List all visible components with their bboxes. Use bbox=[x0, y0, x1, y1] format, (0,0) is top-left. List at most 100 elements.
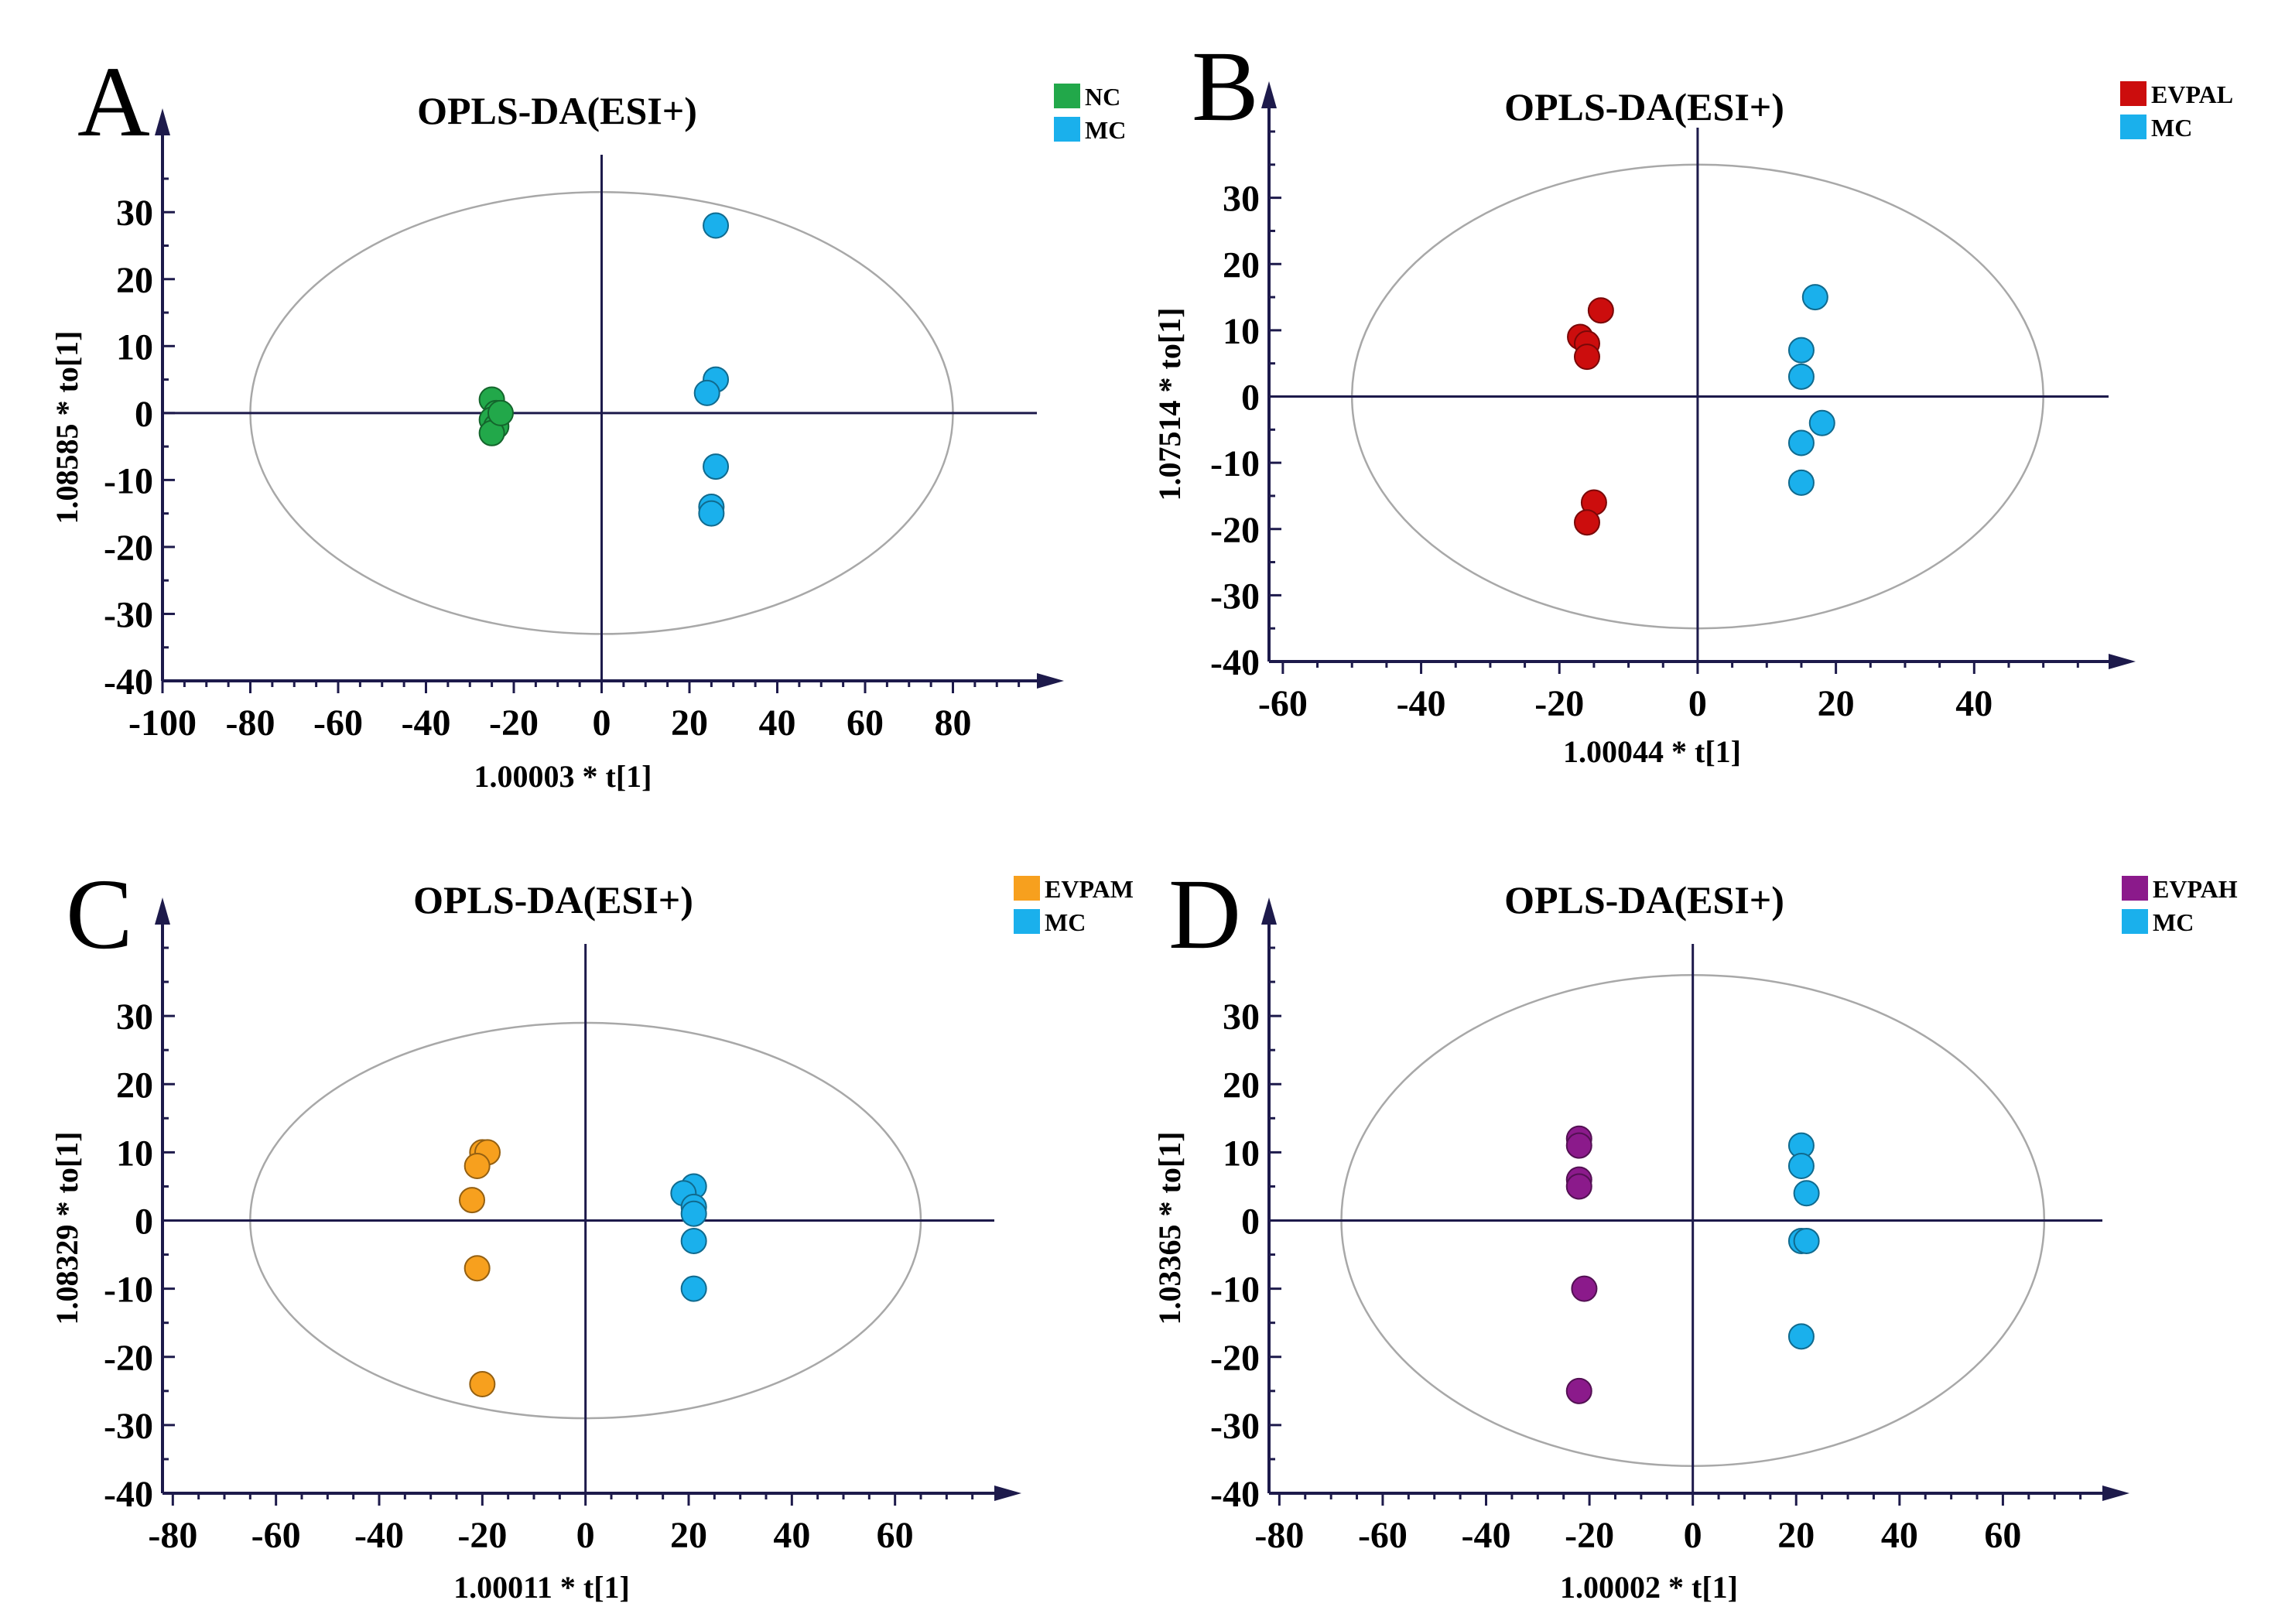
data-point-evpah bbox=[1571, 1275, 1598, 1302]
x-tick-label: -60 bbox=[1258, 683, 1308, 724]
x-tick-label: -60 bbox=[313, 703, 363, 744]
chart-title: OPLS-DA(ESI+) bbox=[1504, 878, 1784, 921]
y-tick-label: -30 bbox=[104, 1406, 153, 1447]
x-tick-label: 20 bbox=[670, 1515, 707, 1556]
data-point-mc bbox=[698, 500, 725, 527]
x-tick-label: -40 bbox=[354, 1515, 404, 1556]
x-axis-arrow-icon bbox=[1037, 673, 1064, 689]
x-tick-label: 20 bbox=[1818, 683, 1855, 724]
legend-label-evpah: EVPAH bbox=[2153, 875, 2238, 903]
legend-swatch-mc bbox=[2122, 909, 2148, 934]
x-tick-label: 40 bbox=[773, 1515, 810, 1556]
y-tick-label: 10 bbox=[116, 327, 153, 368]
data-point-evpam bbox=[469, 1371, 496, 1397]
x-tick-label: 20 bbox=[671, 703, 708, 744]
data-point-mc bbox=[680, 1200, 707, 1227]
data-point-nc bbox=[487, 399, 514, 426]
panel-letter: C bbox=[66, 859, 133, 970]
y-tick-label: 10 bbox=[116, 1133, 153, 1174]
y-tick-label: -10 bbox=[104, 460, 153, 501]
legend-swatch-evpal bbox=[2120, 81, 2146, 106]
data-point-mc bbox=[1793, 1227, 1820, 1254]
chart-title: OPLS-DA(ESI+) bbox=[1504, 85, 1784, 128]
data-point-mc bbox=[1787, 363, 1815, 390]
data-point-mc bbox=[1793, 1180, 1820, 1207]
x-tick-label: -20 bbox=[457, 1515, 507, 1556]
chart-panel-c: C OPLS-DA(ESI+) -80 -60 -40 -20 0 20 40 60 -40 -30 -… bbox=[50, 859, 1134, 1605]
data-point-mc bbox=[1801, 284, 1828, 311]
y-axis-arrow-icon bbox=[155, 108, 170, 135]
legend-label-nc: NC bbox=[1085, 83, 1120, 111]
y-axis-label: 1.08329 * to[1] bbox=[50, 1132, 84, 1325]
y-axis-arrow-icon bbox=[155, 897, 170, 925]
y-tick-label: -30 bbox=[104, 594, 153, 635]
x-tick-label: -60 bbox=[1358, 1515, 1408, 1556]
y-tick-label: -40 bbox=[104, 662, 153, 703]
panel-letter: A bbox=[77, 46, 150, 158]
panel-letter: D bbox=[1168, 859, 1241, 970]
chart-panel-b: B OPLS-DA(ESI+)-60 -40 -20 0 20 40-40-30-20-10… bbox=[1152, 31, 2233, 769]
x-tick-label: 0 bbox=[1688, 683, 1707, 724]
y-axis-label: 1.03365 * to[1] bbox=[1152, 1132, 1187, 1325]
y-tick-label: 30 bbox=[1223, 997, 1260, 1038]
x-tick-label: 0 bbox=[576, 1515, 595, 1556]
y-tick-label: 30 bbox=[116, 997, 153, 1038]
x-tick-label: -40 bbox=[1462, 1515, 1511, 1556]
legend-swatch-mc bbox=[1014, 909, 1040, 934]
x-tick-label: 40 bbox=[759, 703, 796, 744]
x-tick-label: -80 bbox=[226, 703, 275, 744]
legend-swatch-mc bbox=[1054, 117, 1080, 142]
data-point-evpal bbox=[1573, 344, 1600, 371]
y-tick-label: 0 bbox=[135, 1202, 153, 1243]
legend-label-mc: MC bbox=[2151, 114, 2192, 142]
x-tick-label: 40 bbox=[1881, 1515, 1918, 1556]
y-tick-label: 0 bbox=[135, 394, 153, 435]
y-axis-arrow-icon bbox=[1261, 897, 1277, 925]
data-point-evpam bbox=[463, 1255, 491, 1282]
chart-title: OPLS-DA(ESI+) bbox=[413, 878, 693, 921]
data-point-evpal bbox=[1573, 509, 1600, 536]
x-tick-label: 0 bbox=[593, 703, 611, 744]
data-point-mc bbox=[680, 1227, 707, 1254]
y-tick-label: 30 bbox=[1223, 179, 1260, 220]
x-axis-arrow-icon bbox=[2109, 654, 2136, 669]
y-tick-label: 20 bbox=[1223, 1065, 1260, 1106]
x-tick-label: 40 bbox=[1955, 683, 1993, 724]
legend-swatch-mc bbox=[2120, 115, 2146, 139]
x-tick-label: 0 bbox=[1684, 1515, 1702, 1556]
x-axis-label: 1.00044 * t[1] bbox=[1563, 734, 1741, 769]
legend-label-evpam: EVPAM bbox=[1045, 875, 1134, 903]
y-tick-label: 30 bbox=[116, 193, 153, 234]
chart-title: OPLS-DA(ESI+) bbox=[417, 89, 697, 132]
y-tick-label: 0 bbox=[1241, 1202, 1260, 1243]
data-point-mc bbox=[1808, 409, 1835, 436]
x-tick-label: -20 bbox=[1534, 683, 1584, 724]
x-axis-arrow-icon bbox=[2102, 1486, 2129, 1501]
y-tick-label: 10 bbox=[1223, 1133, 1260, 1174]
data-point-mc bbox=[1787, 469, 1815, 496]
y-tick-label: -10 bbox=[1210, 443, 1260, 484]
x-tick-label: -100 bbox=[128, 703, 197, 744]
legend-label-evpal: EVPAL bbox=[2151, 80, 2233, 108]
x-tick-label: -20 bbox=[1565, 1515, 1614, 1556]
chart-panel-d: D OPLS-DA(ESI+) -80 -60 -40 -20 0 20 40 60 -40 -30 -… bbox=[1152, 859, 2238, 1605]
data-point-evpam bbox=[459, 1187, 485, 1214]
y-tick-label: -40 bbox=[1210, 1474, 1260, 1515]
data-point-evpah bbox=[1565, 1132, 1592, 1159]
x-axis-label: 1.00011 * t[1] bbox=[453, 1570, 630, 1605]
panel-letter: B bbox=[1192, 31, 1259, 142]
x-axis-label: 1.00002 * t[1] bbox=[1560, 1570, 1738, 1605]
y-tick-label: 20 bbox=[116, 260, 153, 301]
x-axis-label: 1.00003 * t[1] bbox=[474, 759, 652, 794]
y-tick-label: 0 bbox=[1241, 378, 1260, 419]
x-tick-label: 80 bbox=[935, 703, 972, 744]
y-tick-label: -10 bbox=[104, 1270, 153, 1311]
y-tick-label: -10 bbox=[1210, 1270, 1260, 1311]
data-point-evpam bbox=[463, 1153, 491, 1179]
y-axis-label: 1.07514 * to[1] bbox=[1152, 308, 1187, 501]
y-axis-arrow-icon bbox=[1261, 81, 1277, 108]
y-tick-label: -30 bbox=[1210, 1406, 1260, 1447]
y-tick-label: -20 bbox=[1210, 1338, 1260, 1379]
y-tick-label: 10 bbox=[1223, 311, 1260, 352]
x-tick-label: 60 bbox=[877, 1515, 914, 1556]
